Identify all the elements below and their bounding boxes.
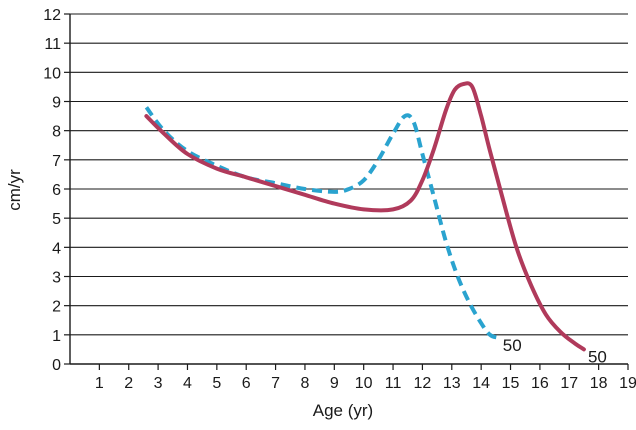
- series-end-label-solid: 50: [588, 347, 607, 366]
- series-end-labels: 50 50: [503, 336, 607, 367]
- y-tick-label-5: 5: [52, 211, 61, 228]
- x-tick-label-12: 12: [414, 375, 432, 392]
- series-line-solid: [144, 81, 586, 352]
- x-tick-label-7: 7: [271, 375, 280, 392]
- x-tick-label-15: 15: [502, 375, 520, 392]
- x-tick-labels: 1 2 3 4 5 6 7 8 9 10 11 12 13 14 15 16 17 18 19: [95, 364, 636, 392]
- x-tick-label-9: 9: [330, 375, 339, 392]
- x-tick-label-13: 13: [443, 375, 461, 392]
- y-tick-label-0: 0: [52, 357, 61, 374]
- y-tick-label-7: 7: [52, 153, 61, 170]
- x-tick-label-19: 19: [619, 375, 636, 392]
- x-tick-label-1: 1: [95, 375, 104, 392]
- y-tick-label-11: 11: [44, 36, 61, 53]
- y-tick-label-1: 1: [52, 328, 61, 345]
- x-tick-label-18: 18: [590, 375, 608, 392]
- y-tick-label-9: 9: [52, 95, 61, 112]
- x-tick-label-14: 14: [472, 375, 490, 392]
- y-tick-label-8: 8: [52, 124, 61, 141]
- x-tick-label-4: 4: [183, 375, 192, 392]
- x-tick-label-10: 10: [355, 375, 373, 392]
- y-tick-label-12: 12: [43, 7, 61, 24]
- y-tick-label-4: 4: [52, 240, 61, 257]
- x-tick-label-2: 2: [124, 375, 133, 392]
- x-tick-label-16: 16: [531, 375, 549, 392]
- y-axis-title: cm/yr: [5, 169, 24, 211]
- y-tick-label-3: 3: [52, 270, 61, 287]
- horizontal-gridlines: [70, 13, 628, 336]
- series-end-label-dashed: 50: [503, 336, 522, 355]
- x-tick-label-3: 3: [154, 375, 163, 392]
- x-axis-title: Age (yr): [313, 401, 373, 420]
- x-tick-label-5: 5: [212, 375, 221, 392]
- x-tick-label-8: 8: [300, 375, 309, 392]
- series-lines: [144, 81, 586, 352]
- series-line-dashed: [144, 106, 500, 340]
- x-tick-label-11: 11: [385, 375, 402, 392]
- y-tick-label-2: 2: [52, 299, 61, 316]
- x-tick-label-17: 17: [560, 375, 578, 392]
- y-tick-label-10: 10: [43, 65, 61, 82]
- x-tick-label-6: 6: [242, 375, 251, 392]
- y-tick-label-6: 6: [52, 182, 61, 199]
